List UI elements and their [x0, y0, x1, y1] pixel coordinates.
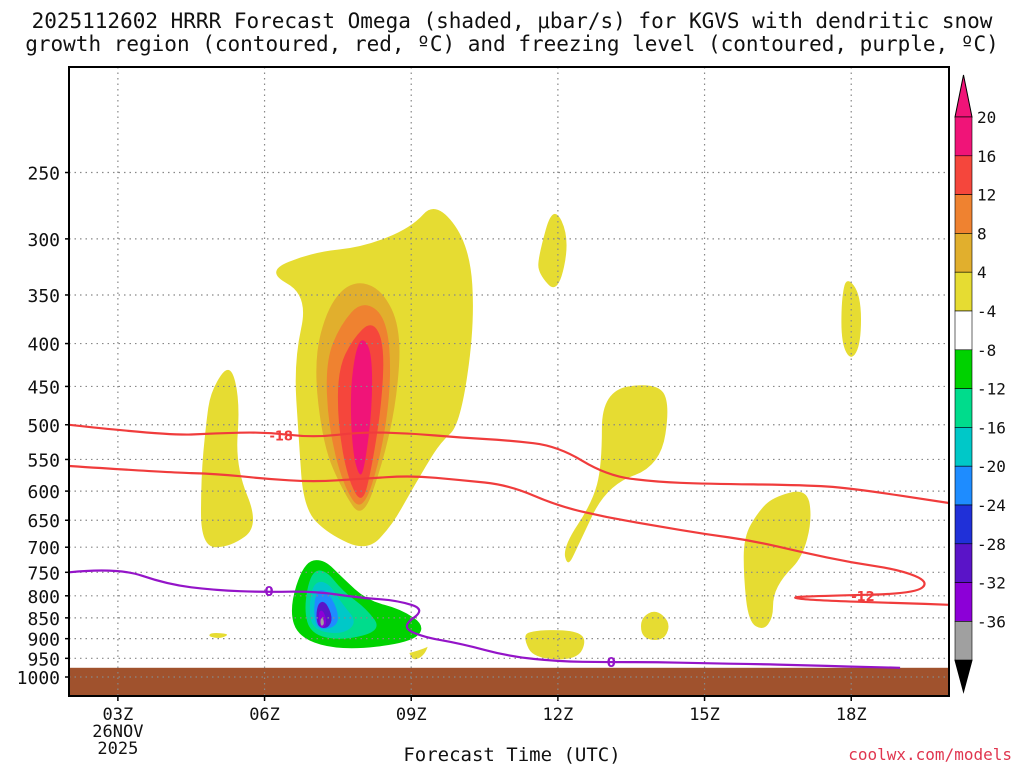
colorbar-tick-label: 20 — [977, 108, 996, 127]
omega-region-10 — [525, 630, 585, 660]
colorbar-swatch — [954, 310, 973, 351]
colorbar-tick-label: -8 — [977, 341, 996, 360]
x-tick-label: 03Z — [103, 705, 134, 725]
colorbar-swatch — [954, 465, 973, 506]
colorbar-swatch — [954, 116, 973, 157]
y-tick-label: 700 — [27, 538, 60, 559]
colorbar-swatch — [954, 271, 973, 312]
colorbar-under-triangle — [954, 659, 973, 694]
omega-region-11 — [641, 611, 669, 640]
colorbar-swatch — [954, 388, 973, 428]
colorbar-swatch — [954, 621, 973, 661]
y-tick-label: 300 — [27, 230, 60, 251]
date-label: 26NOV — [92, 722, 143, 742]
colorbar-tick-label: -32 — [977, 574, 1006, 593]
axes: 2503003504004505005506006507007508008509… — [17, 66, 950, 759]
omega-region-5 — [201, 369, 254, 548]
colorbar-tick-label: 4 — [977, 263, 987, 282]
y-tick-label: 500 — [27, 416, 60, 437]
x-axis-label: Forecast Time (UTC) — [403, 744, 621, 766]
colorbar-tick-label: 8 — [977, 224, 987, 243]
y-tick-label: 600 — [27, 482, 60, 503]
x-tick-label: 09Z — [396, 705, 427, 725]
y-tick-label: 950 — [27, 649, 60, 670]
y-tick-label: 250 — [27, 164, 60, 185]
omega-region-4 — [350, 340, 373, 475]
colorbar-tick-label: -28 — [977, 535, 1006, 554]
y-tick-label: 750 — [27, 563, 60, 584]
y-tick-label: 850 — [27, 609, 60, 630]
colorbar-swatch — [954, 582, 973, 622]
omega-region-14 — [432, 493, 509, 558]
colorbar-swatch — [954, 504, 973, 545]
colorbar-swatch — [954, 543, 973, 583]
chart-title-line1: 2025112602 HRRR Forecast Omega (shaded, … — [31, 9, 993, 33]
chart-title-line2: growth region (contoured, red, ºC) and f… — [25, 32, 999, 56]
colorbar-swatch — [954, 427, 973, 467]
date-label: 2025 — [97, 739, 138, 759]
colorbar-tick-label: -24 — [977, 496, 1006, 515]
colorbar-tick-label: -16 — [977, 418, 1006, 437]
y-tick-label: 350 — [27, 286, 60, 307]
contour-label-dgz-minus18: -18 — [269, 430, 293, 445]
x-tick-label: 15Z — [689, 705, 720, 725]
colorbar-swatch — [954, 349, 973, 389]
x-tick-label: 12Z — [543, 705, 574, 725]
colorbar-swatch — [954, 194, 973, 234]
colorbar-tick-label: -36 — [977, 612, 1006, 631]
contour-dgz-minus12 — [69, 464, 949, 606]
x-tick-label: 06Z — [249, 705, 280, 725]
colorbar-over-triangle — [954, 74, 973, 118]
omega-region-6 — [538, 213, 567, 288]
contour-label-dgz-minus12: -12 — [851, 590, 875, 605]
omega-region-8 — [743, 491, 811, 628]
colorbar-tick-label: -20 — [977, 457, 1006, 476]
y-tick-label: 1000 — [17, 668, 60, 689]
colorbar-tick-label: 12 — [977, 186, 996, 205]
plot-frame — [68, 66, 950, 697]
y-tick-label: 550 — [27, 450, 60, 471]
y-tick-label: 900 — [27, 630, 60, 651]
colorbar-tick-label: -12 — [977, 380, 1006, 399]
y-tick-label: 450 — [27, 377, 60, 398]
omega-region-13 — [209, 633, 228, 638]
y-tick-label: 650 — [27, 511, 60, 532]
contour-label-freezing-level-0: 0 — [265, 585, 274, 600]
colorbar-tick-label: -4 — [977, 302, 996, 321]
omega-region-7 — [564, 385, 668, 563]
y-tick-label: 800 — [27, 587, 60, 608]
credit-text[interactable]: coolwx.com/models — [848, 745, 1012, 764]
omega-region-9 — [841, 281, 861, 357]
colorbar-swatch — [954, 233, 973, 273]
omega-region-22 — [320, 618, 324, 626]
y-tick-label: 400 — [27, 335, 60, 356]
x-tick-label: 18Z — [836, 705, 867, 725]
colorbar-tick-label: 16 — [977, 147, 996, 166]
plot-area: -18 -12 0 0 — [69, 67, 949, 696]
colorbar: 20 16 12 8 4 -4 -8 -12 -16 -20 -24 -28 -32 -36 — [954, 74, 1006, 694]
ground-fill — [69, 667, 949, 696]
colorbar-swatch — [954, 155, 973, 195]
contour-freezing-level-0 — [69, 569, 901, 669]
contour-label2-freezing-level-0: 0 — [607, 656, 616, 671]
contour-dgz-minus18 — [69, 423, 949, 505]
